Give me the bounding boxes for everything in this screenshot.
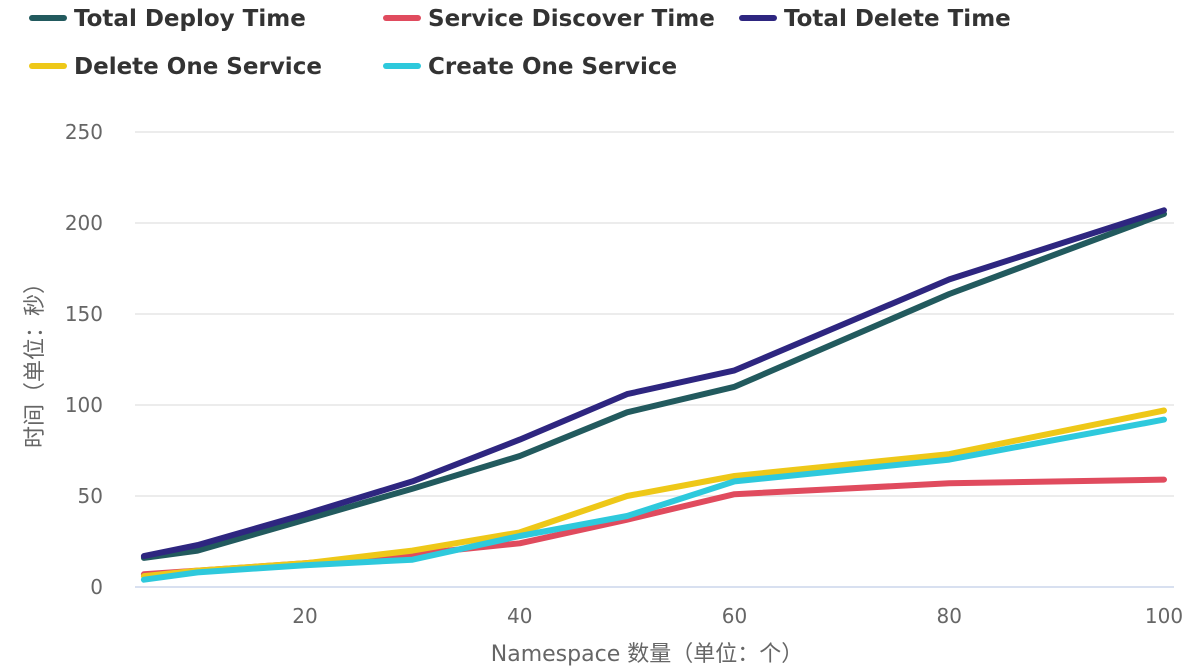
series-line-delete-one-service	[140, 407, 1167, 580]
y-tick-label: 100	[65, 393, 103, 417]
legend-label: Total Deploy Time	[74, 6, 306, 32]
legend-label: Delete One Service	[74, 54, 322, 80]
x-axis-title: Namespace 数量（单位：个）	[491, 642, 803, 667]
x-tick-label: 60	[722, 604, 747, 628]
legend-item[interactable]: Total Deploy Time	[29, 6, 306, 32]
legend-label: Service Discover Time	[428, 6, 715, 32]
legend-item[interactable]: Service Discover Time	[383, 6, 715, 32]
series-line-create-one-service	[140, 416, 1167, 583]
y-tick-label: 250	[65, 120, 103, 144]
y-tick-label: 50	[78, 484, 103, 508]
y-tick-label: 0	[90, 575, 103, 599]
legend: Total Deploy Time Service Discover Time To…	[29, 6, 1011, 80]
series-layer	[140, 207, 1167, 583]
legend-label: Total Delete Time	[784, 6, 1011, 32]
x-tick-label: 40	[507, 604, 532, 628]
legend-label: Create One Service	[428, 54, 677, 80]
series-line-total-delete-time	[140, 207, 1167, 560]
legend-item[interactable]: Create One Service	[383, 54, 677, 80]
x-tick-label: 20	[292, 604, 317, 628]
x-tick-label: 80	[937, 604, 962, 628]
grid-layer	[135, 131, 1174, 497]
legend-item[interactable]: Total Delete Time	[739, 6, 1011, 32]
y-tick-label: 150	[65, 302, 103, 326]
y-tick-label: 200	[65, 211, 103, 235]
legend-item[interactable]: Delete One Service	[29, 54, 322, 80]
series-line-total-deploy-time	[140, 210, 1167, 561]
x-tick-label: 100	[1145, 604, 1183, 628]
y-axis-title: 时间（单位：秒）	[23, 272, 48, 448]
tick-labels: 0 50 100 150 200 250 20 40 60 80 100	[65, 120, 1183, 628]
